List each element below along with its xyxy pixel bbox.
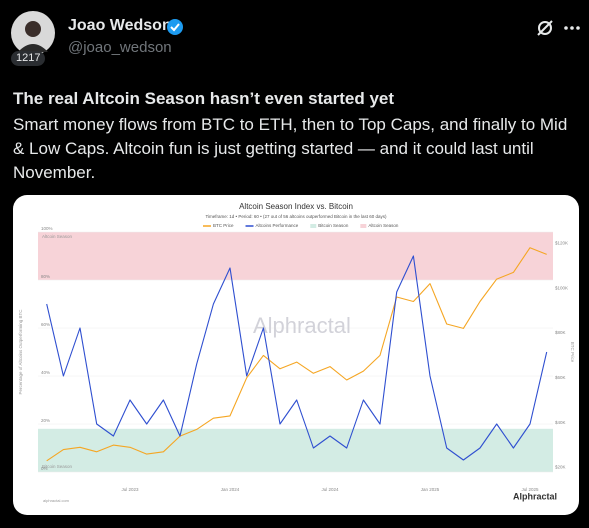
author-name[interactable]: Joao Wedson (68, 17, 172, 34)
x-tick-label: Jan 2025 (421, 487, 440, 492)
chart-subtitle: Timeframe: 1d • Period: 60 • (27 out of … (205, 214, 387, 219)
y2-tick-label: $60K (555, 375, 566, 380)
y-tick-label: 40% (41, 370, 50, 375)
y2-tick-label: $120K (555, 240, 568, 245)
x-tick-label: Jul 2024 (322, 487, 340, 492)
legend-label: BTC Price (213, 223, 234, 228)
y-axis-label: Percentage of Altcoins Outperforming BTC (18, 309, 23, 395)
x-tick-label: Jan 2024 (221, 487, 240, 492)
post-text: Smart money flows from BTC to ETH, then … (13, 115, 568, 182)
follower-badge[interactable]: 1217 (11, 51, 46, 66)
series-line (46, 247, 547, 462)
media-card[interactable]: Altcoin Season Index vs. Bitcoin Timefram… (13, 195, 579, 515)
y-tick-label: 100% (41, 226, 53, 231)
legend-label: Altcoins Performance (256, 223, 299, 228)
y-tick-label: 0% (41, 466, 48, 471)
grok-icon[interactable] (535, 18, 555, 38)
band-label: Bitcoin Season (42, 464, 73, 469)
legend-label: Bitcoin Season (318, 223, 349, 228)
source-text: alphractal.com (43, 498, 70, 503)
y2-tick-label: $100K (555, 285, 568, 290)
chart: Altcoin Season Index vs. Bitcoin Timefram… (18, 202, 575, 503)
y-tick-label: 20% (41, 418, 50, 423)
legend-swatch (310, 224, 317, 228)
y-tick-label: 80% (41, 274, 50, 279)
logo-text: Alphractal (513, 491, 557, 501)
legend-swatch (360, 224, 367, 228)
more-icon[interactable] (562, 18, 582, 38)
series-line (46, 255, 548, 461)
chart-title: Altcoin Season Index vs. Bitcoin (239, 202, 353, 211)
avatar[interactable] (10, 10, 56, 56)
y2-tick-label: $20K (555, 465, 566, 470)
y2-axis-label: BTC Price (570, 342, 575, 363)
post-title: The real Altcoin Season hasn’t even star… (13, 89, 395, 108)
band-label: Altcoin Season (42, 234, 73, 239)
y-tick-label: 60% (41, 322, 50, 327)
author-handle[interactable]: @joao_wedson (68, 39, 172, 56)
verified-icon (167, 19, 183, 35)
watermark: Alphractal (253, 313, 351, 338)
y2-tick-label: $40K (555, 420, 566, 425)
season-band (38, 232, 553, 280)
x-tick-label: Jul 2023 (122, 487, 140, 492)
y2-tick-label: $80K (555, 330, 566, 335)
x-tick-label: Jul 2025 (522, 487, 540, 492)
legend-label: Altcoin Season (368, 223, 399, 228)
season-band (38, 428, 553, 472)
